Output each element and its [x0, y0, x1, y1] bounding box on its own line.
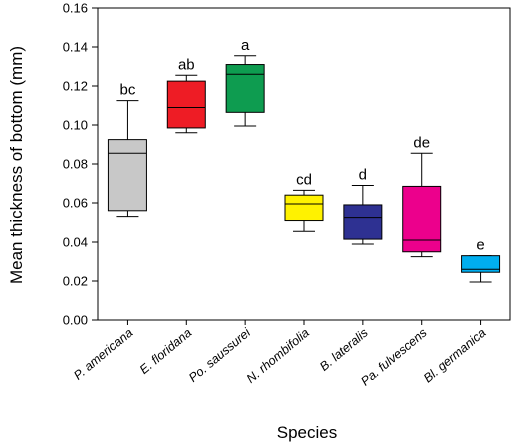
- y-tick-label: 0.00: [63, 313, 88, 328]
- y-tick-label: 0.10: [63, 118, 88, 133]
- x-tick-label: P. americana: [71, 326, 135, 383]
- iqr-box: [402, 185, 442, 253]
- x-tick-label: E. floridana: [137, 326, 194, 377]
- iqr-box: [107, 139, 147, 212]
- y-tick-label: 0.16: [63, 1, 88, 16]
- significance-letter: ab: [178, 56, 195, 73]
- x-tick-label: N. rhombifolia: [244, 326, 312, 386]
- significance-letter: cd: [296, 171, 312, 188]
- plot-frame: [97, 7, 511, 321]
- y-tick-label: 0.14: [63, 40, 88, 55]
- significance-letter: d: [359, 166, 367, 183]
- plot-border: [97, 7, 511, 321]
- y-tick-label: 0.08: [63, 157, 88, 172]
- iqr-box: [284, 194, 324, 222]
- iqr-box: [461, 255, 501, 273]
- y-tick-label: 0.06: [63, 196, 88, 211]
- iqr-box: [343, 204, 383, 240]
- x-tick-label: B. lateralis: [317, 326, 371, 374]
- y-axis-ticks: 0.00 0.02 0.04 0.06 0.08 0.10 0.12 0.14 0.16: [63, 1, 98, 328]
- box-series: bc ab a cd d de e: [107, 37, 501, 283]
- significance-letter: de: [413, 134, 430, 151]
- y-tick-label: 0.04: [63, 235, 88, 250]
- iqr-box: [225, 64, 265, 113]
- significance-letter: bc: [120, 82, 136, 99]
- y-axis-title: Mean thickness of bottom (mm): [7, 46, 26, 284]
- x-tick-label: Bl. germanica: [421, 326, 489, 386]
- significance-letter: a: [241, 37, 250, 54]
- x-axis-title: Species: [277, 423, 337, 442]
- y-tick-label: 0.02: [63, 274, 88, 289]
- iqr-box: [166, 80, 206, 129]
- y-tick-label: 0.12: [63, 79, 88, 94]
- significance-letter: e: [476, 237, 484, 254]
